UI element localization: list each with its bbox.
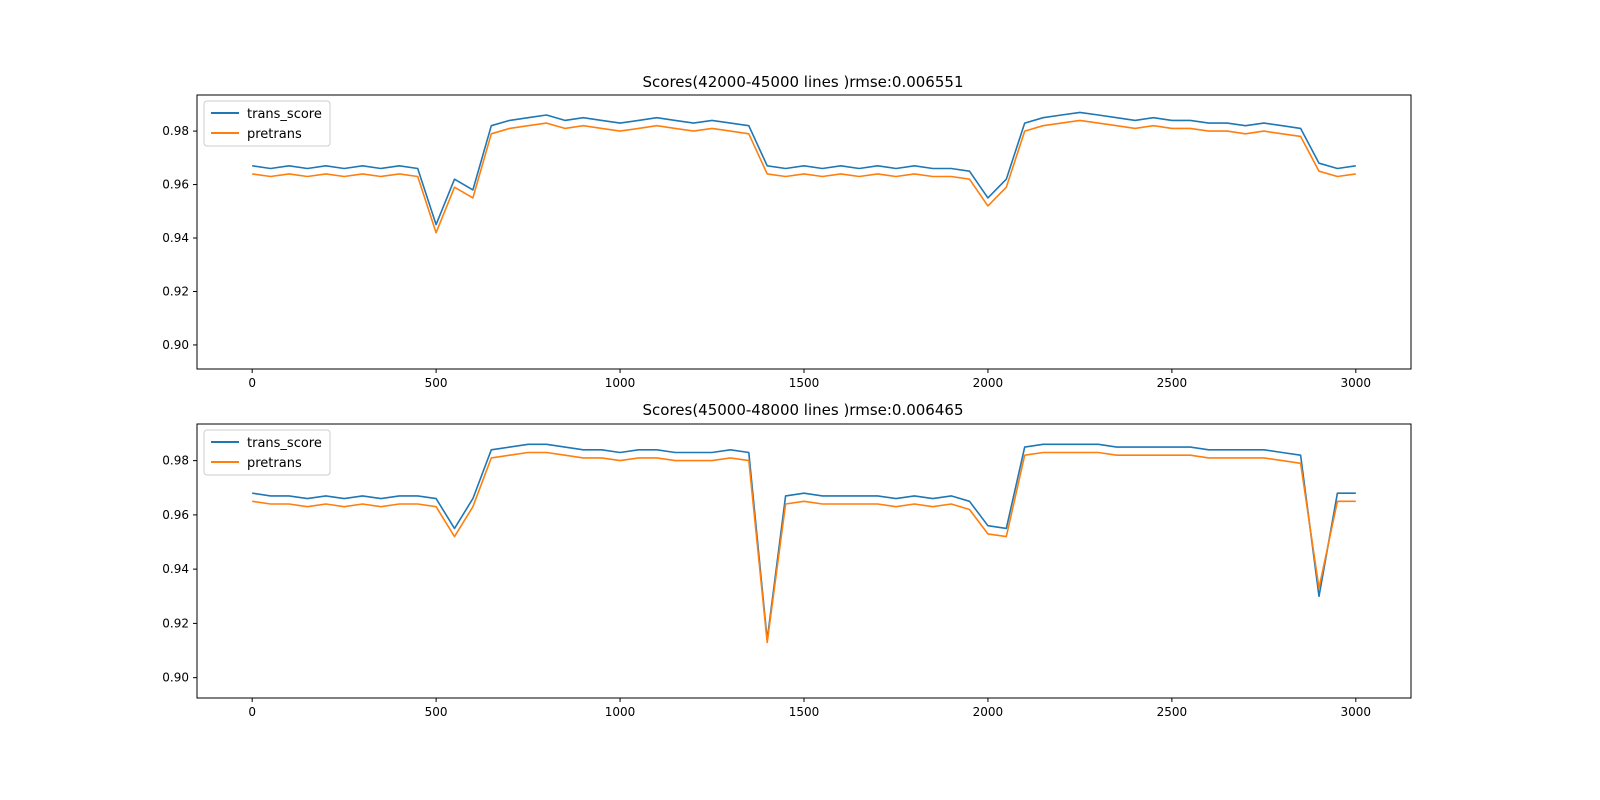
x-tick-label: 1500 [789, 705, 820, 719]
legend: trans_score pretrans [203, 429, 331, 476]
x-tick-label: 500 [425, 705, 448, 719]
y-axis: 0.90 0.92 0.94 0.96 0.98 [162, 454, 197, 685]
legend: trans_score pretrans [203, 100, 331, 147]
y-tick-label: 0.92 [162, 284, 189, 298]
legend-label-trans-score: trans_score [247, 436, 322, 451]
y-tick-label: 0.98 [162, 454, 189, 468]
x-tick-label: 2000 [973, 376, 1004, 390]
x-tick-label: 0 [248, 376, 256, 390]
series-line-trans-score [252, 443, 1356, 641]
legend-label-pretrans: pretrans [247, 127, 302, 142]
chart-bottom: Scores(45000-48000 lines )rmse:0.006465 … [162, 401, 1412, 719]
x-tick-label: 1000 [605, 705, 636, 719]
y-tick-label: 0.90 [162, 338, 189, 352]
x-axis: 0 500 1000 1500 2000 2500 3000 [248, 369, 1371, 390]
y-tick-label: 0.94 [162, 231, 189, 245]
plot-area [252, 443, 1356, 644]
x-tick-label: 2500 [1157, 705, 1188, 719]
x-tick-label: 1000 [605, 376, 636, 390]
y-tick-label: 0.96 [162, 178, 189, 192]
y-tick-label: 0.96 [162, 508, 189, 522]
chart-top: Scores(42000-45000 lines )rmse:0.006551 … [162, 73, 1412, 390]
x-tick-label: 2000 [973, 705, 1004, 719]
series-line-pretrans [252, 119, 1356, 234]
x-tick-label: 500 [425, 376, 448, 390]
y-tick-label: 0.92 [162, 616, 189, 630]
y-axis: 0.90 0.92 0.94 0.96 0.98 [162, 124, 197, 352]
series-line-pretrans [252, 451, 1356, 644]
plot-area [252, 111, 1356, 234]
x-tick-label: 3000 [1341, 376, 1372, 390]
y-tick-label: 0.98 [162, 124, 189, 138]
chart-title: Scores(45000-48000 lines )rmse:0.006465 [643, 401, 964, 419]
legend-label-trans-score: trans_score [247, 107, 322, 122]
y-tick-label: 0.94 [162, 562, 189, 576]
x-axis: 0 500 1000 1500 2000 2500 3000 [248, 698, 1371, 719]
x-tick-label: 1500 [789, 376, 820, 390]
y-tick-label: 0.90 [162, 671, 189, 685]
series-line-trans-score [252, 111, 1356, 226]
x-tick-label: 0 [248, 705, 256, 719]
legend-label-pretrans: pretrans [247, 456, 302, 471]
chart-title: Scores(42000-45000 lines )rmse:0.006551 [643, 73, 964, 91]
x-tick-label: 3000 [1341, 705, 1372, 719]
x-tick-label: 2500 [1157, 376, 1188, 390]
